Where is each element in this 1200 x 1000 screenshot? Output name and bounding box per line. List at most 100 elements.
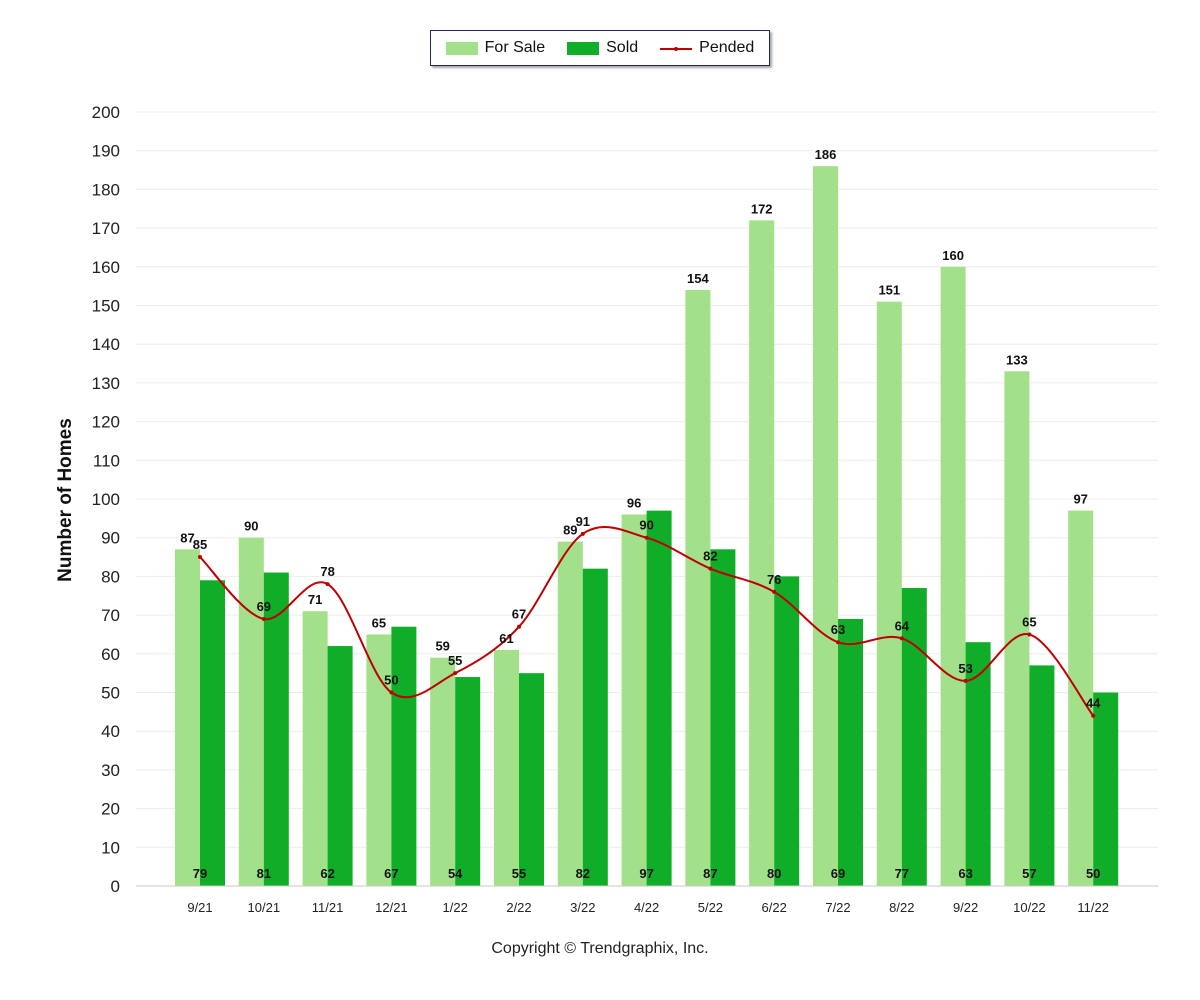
legend-swatch-for-sale bbox=[445, 41, 478, 55]
y-axis-title: Number of Homes bbox=[55, 418, 76, 582]
bar-for-sale bbox=[557, 541, 583, 886]
label-pended: 63 bbox=[831, 622, 845, 637]
bar-for-sale bbox=[1004, 371, 1030, 886]
pended-point bbox=[1091, 713, 1096, 718]
label-pended: 78 bbox=[320, 564, 334, 579]
label-pended: 91 bbox=[576, 514, 590, 529]
y-tick-label: 60 bbox=[101, 645, 120, 664]
label-sold: 82 bbox=[576, 866, 590, 881]
label-for-sale: 97 bbox=[1073, 492, 1087, 507]
y-tick-label: 180 bbox=[92, 180, 120, 199]
label-pended: 82 bbox=[703, 549, 717, 564]
legend-label-sold: Sold bbox=[606, 39, 639, 56]
y-tick-label: 140 bbox=[92, 335, 120, 354]
label-sold: 80 bbox=[767, 866, 781, 881]
label-for-sale: 133 bbox=[1006, 352, 1028, 367]
label-for-sale: 90 bbox=[244, 519, 258, 534]
bar-for-sale bbox=[494, 649, 519, 886]
legend-item-sold[interactable]: Sold bbox=[567, 39, 638, 57]
x-tick-label: 4/22 bbox=[634, 900, 659, 915]
label-for-sale: 154 bbox=[687, 271, 709, 286]
y-tick-label: 90 bbox=[101, 529, 120, 548]
label-for-sale: 87 bbox=[180, 530, 194, 545]
legend-item-for-sale[interactable]: For Sale bbox=[445, 39, 546, 57]
label-sold: 81 bbox=[257, 866, 271, 881]
x-tick-label: 3/22 bbox=[570, 900, 595, 915]
bar-for-sale bbox=[940, 266, 966, 886]
y-tick-label: 170 bbox=[92, 219, 120, 238]
pended-point bbox=[1027, 632, 1032, 637]
bar-sold bbox=[901, 588, 927, 886]
x-tick-label: 9/22 bbox=[953, 900, 978, 915]
label-sold: 54 bbox=[448, 866, 463, 881]
x-tick-label: 11/22 bbox=[1077, 900, 1109, 915]
y-tick-label: 120 bbox=[92, 413, 120, 432]
x-tick-label: 7/22 bbox=[825, 900, 850, 915]
legend-swatch-sold bbox=[567, 41, 600, 55]
x-tick-label: 12/21 bbox=[375, 900, 408, 915]
pended-point bbox=[644, 535, 649, 540]
x-tick-label: 11/21 bbox=[312, 900, 344, 915]
legend-label-pended: Pended bbox=[699, 39, 755, 56]
pended-point bbox=[836, 640, 840, 645]
label-for-sale: 96 bbox=[627, 495, 641, 510]
x-tick-label: 2/22 bbox=[506, 900, 531, 915]
y-tick-label: 70 bbox=[101, 606, 120, 625]
y-axis-tick-labels: 0 10 20 30 40 50 60 70 80 90 100 110 120 130 140 150 160… bbox=[92, 103, 120, 896]
legend-item-pended[interactable]: Pended bbox=[660, 39, 754, 57]
label-for-sale: 89 bbox=[563, 523, 577, 538]
label-sold: 67 bbox=[384, 866, 398, 881]
label-for-sale: 65 bbox=[372, 615, 386, 630]
x-tick-label: 1/22 bbox=[443, 900, 468, 915]
bar-for-sale bbox=[175, 549, 200, 886]
pended-point bbox=[198, 555, 202, 560]
x-tick-label: 10/22 bbox=[1013, 900, 1046, 915]
y-tick-label: 40 bbox=[101, 722, 120, 741]
label-pended: 64 bbox=[895, 618, 910, 633]
bar-for-sale bbox=[621, 514, 647, 886]
bar-sold bbox=[965, 642, 991, 886]
pended-point bbox=[389, 690, 394, 695]
bar-sold bbox=[838, 618, 863, 886]
bar-sold bbox=[582, 568, 608, 886]
y-tick-label: 10 bbox=[101, 838, 120, 857]
label-for-sale: 151 bbox=[878, 283, 900, 298]
label-for-sale: 71 bbox=[308, 592, 322, 607]
label-pended: 67 bbox=[512, 607, 526, 622]
label-sold: 57 bbox=[1022, 866, 1036, 881]
label-for-sale: 172 bbox=[751, 201, 773, 216]
label-sold: 77 bbox=[895, 866, 909, 881]
copyright-text: Copyright © Trendgraphix, Inc. bbox=[491, 940, 709, 957]
pended-point bbox=[453, 671, 458, 676]
label-sold: 50 bbox=[1086, 866, 1100, 881]
y-tick-label: 80 bbox=[101, 567, 120, 586]
y-tick-label: 200 bbox=[92, 103, 120, 122]
label-for-sale: 59 bbox=[435, 639, 449, 654]
label-pended: 44 bbox=[1086, 696, 1101, 711]
label-sold: 87 bbox=[703, 866, 717, 881]
bar-for-sale bbox=[302, 611, 328, 886]
label-sold: 79 bbox=[193, 866, 207, 881]
x-tick-label: 6/22 bbox=[762, 900, 787, 915]
y-tick-label: 30 bbox=[101, 761, 120, 780]
pended-point bbox=[772, 589, 777, 594]
pended-point bbox=[899, 636, 904, 641]
x-axis: 9/21 10/21 11/21 12/21 1/22 2/22 3/22 4/22 5/22 6… bbox=[136, 885, 1158, 915]
legend-label-for-sale: For Sale bbox=[484, 39, 546, 56]
pended-line bbox=[198, 525, 1096, 718]
y-tick-label: 100 bbox=[92, 490, 120, 509]
x-tick-label: 5/22 bbox=[698, 900, 723, 915]
pended-line-path bbox=[199, 525, 1094, 717]
bar-for-sale bbox=[749, 220, 775, 887]
bar-sold bbox=[327, 646, 353, 886]
data-labels: 87 79 85 90 81 69 71 62 78 65 67 50 59 54 55 61 55 67 89 82… bbox=[180, 147, 1101, 881]
bar-sold bbox=[519, 673, 544, 886]
y-tick-label: 160 bbox=[92, 258, 120, 277]
bar-sold bbox=[263, 572, 289, 886]
bars bbox=[175, 166, 1119, 887]
bar-sold bbox=[710, 549, 736, 886]
bar-for-sale bbox=[876, 301, 902, 886]
bar-for-sale bbox=[238, 537, 264, 886]
bar-sold bbox=[1029, 665, 1055, 886]
x-tick-label: 8/22 bbox=[889, 900, 914, 915]
